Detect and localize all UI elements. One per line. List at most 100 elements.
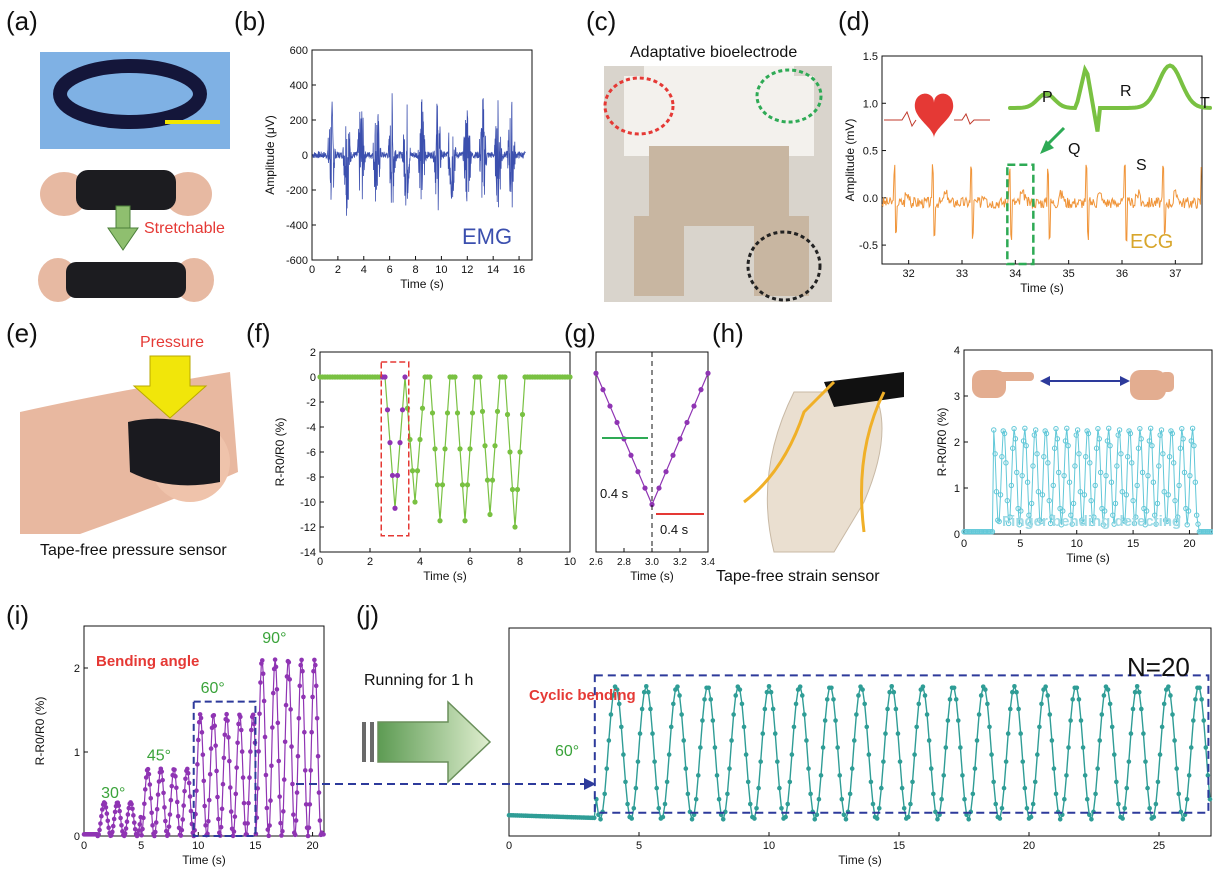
data-point [614,687,620,692]
x-tick-label: 10 [763,840,775,852]
data-point [221,755,227,761]
data-point [248,749,253,754]
data-point [1026,512,1032,518]
data-point [1093,445,1100,451]
running-arrow-icon [362,700,492,784]
data-point [1014,469,1020,476]
data-point [745,779,751,785]
data-point [646,689,651,695]
x-axis-label: Time (s) [630,569,674,583]
data-point [901,805,907,811]
data-point [238,727,244,733]
x-tick-label: 5 [636,840,642,852]
data-point [269,763,274,769]
data-point [1130,706,1136,712]
data-point [238,714,243,720]
data-point [313,683,319,689]
data-point [300,668,305,674]
data-point [684,419,690,426]
data-point [317,818,323,823]
y-tick-label: 0.0 [863,193,878,205]
data-point [246,800,251,806]
data-point [1134,482,1140,489]
x-tick-label: 36 [1116,268,1128,280]
data-point [995,517,1001,523]
data-point [1142,522,1148,528]
data-point [1166,454,1173,460]
data-point [793,701,799,707]
data-point [174,785,179,791]
data-point [212,723,218,729]
data-point [983,687,988,692]
x-tick-label: 15 [249,840,261,852]
data-point [512,524,518,530]
data-point [1162,517,1169,523]
data-point [148,795,154,801]
data-point [262,734,268,740]
data-point [291,812,296,817]
data-point [1141,731,1146,736]
data-point [427,374,433,380]
angle-label: 30° [101,785,125,802]
data-point [287,677,293,682]
data-point [228,809,234,814]
data-point [891,689,897,695]
data-point [162,805,167,810]
data-point [394,472,401,479]
x-tick-label: 15 [1127,538,1139,550]
data-point [202,803,207,809]
data-point [299,657,304,663]
data-point [926,738,932,743]
cyclic-series-line [508,684,1211,822]
data-point [1024,805,1030,811]
x-axis-label: Time (s) [1020,281,1064,295]
data-point [606,738,612,743]
data-point [102,801,108,806]
data-point [870,801,876,807]
data-point [598,816,603,822]
data-point [1097,469,1104,476]
y-tick-label: 1.5 [863,51,878,63]
y-tick-label: -6 [306,447,316,459]
data-point [700,718,705,723]
pressure-series-line [320,376,570,528]
data-point [1009,445,1016,451]
data-point [797,684,803,689]
data-point [178,833,184,838]
data-point [290,781,295,787]
data-point [259,658,265,663]
x-tick-label: 10 [564,556,576,568]
data-point [1082,773,1088,778]
seated-person-photo [603,66,832,302]
data-point [1157,752,1163,757]
x-tick-label: 3.4 [701,557,715,568]
data-point [136,828,142,833]
data-point [1070,697,1075,702]
data-point [1143,759,1148,764]
data-point [123,826,129,831]
data-point [105,818,111,824]
data-point [230,833,236,839]
x-tick-label: 20 [1183,538,1195,550]
data-point [862,701,867,707]
data-point [783,814,788,820]
data-point [1045,460,1051,466]
data-point [137,822,143,827]
data-point [139,832,144,838]
y-tick-label: 1 [74,747,80,759]
y-tick-label: -400 [286,220,308,232]
data-point [477,374,483,380]
data-point [116,803,122,808]
data-point [1131,520,1138,527]
data-point [729,738,734,743]
data-point [321,832,326,837]
cyclic-bending-chart: 0 5 10 15 20 25 Time (s) Cyclic bending 60° N=20 [506,627,1213,867]
data-point [712,745,718,750]
data-point [1076,697,1082,702]
data-point [1145,472,1151,479]
data-point [883,731,888,736]
data-point [1184,522,1190,528]
data-point [791,724,797,730]
data-point [208,746,214,751]
data-point [131,813,136,818]
